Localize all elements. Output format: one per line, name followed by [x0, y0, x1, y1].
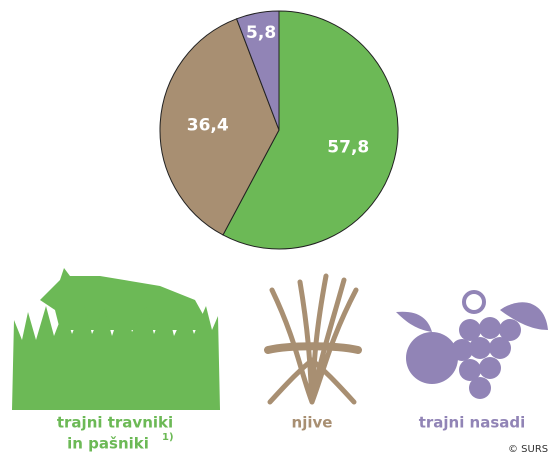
category-label: trajni nasadi: [419, 414, 526, 432]
source: © SURS: [508, 444, 548, 454]
icon-cow-grass: [12, 268, 220, 410]
value-label: 36,4: [187, 116, 229, 136]
category-label: njive: [292, 414, 333, 432]
pie-slice: [222, 10, 399, 250]
value-label: 5,8: [246, 23, 276, 43]
pie-slice: [235, 10, 280, 131]
value-label: 57,8: [327, 137, 369, 157]
footnote-marker: 1): [162, 432, 174, 443]
icon-fruit: [396, 290, 548, 399]
category-label: trajni travniki: [57, 414, 173, 432]
icon-wheat: [264, 273, 362, 405]
category-label: in pašniki: [67, 435, 149, 453]
pie-slice: [159, 18, 280, 236]
